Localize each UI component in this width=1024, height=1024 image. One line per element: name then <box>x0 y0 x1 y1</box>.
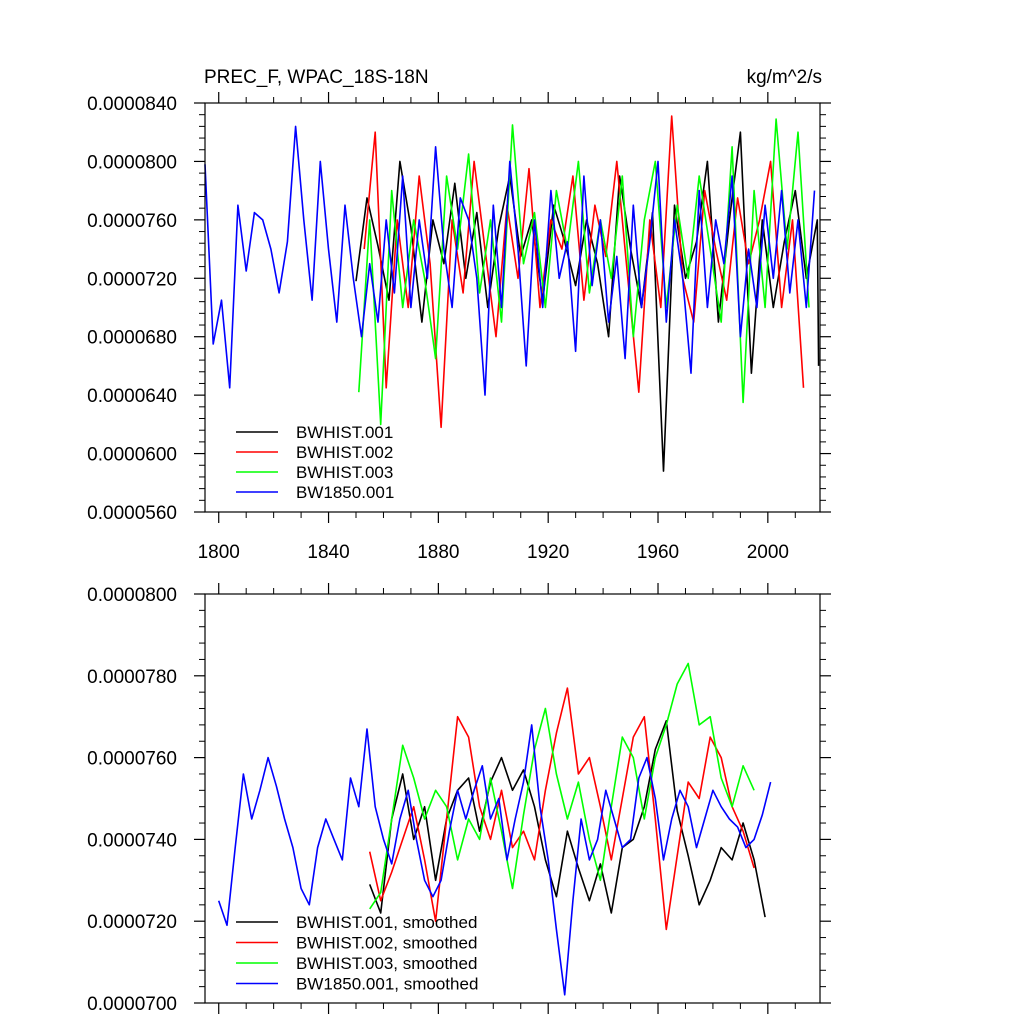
top-series-lines <box>204 115 820 472</box>
top-x-tick-label: 1920 <box>527 542 569 563</box>
top-y-tick-label: 0.0000640 <box>87 386 177 407</box>
top-x-tick-label: 1960 <box>637 542 679 563</box>
legend-label-2: BWHIST.002, smoothed <box>296 934 477 953</box>
top-y-tick-label: 0.0000800 <box>87 152 177 173</box>
series-line-3 <box>358 118 810 426</box>
bottom-y-tick-label: 0.0000760 <box>87 749 177 770</box>
bottom-y-tick-label: 0.0000720 <box>87 912 177 933</box>
bottom-plot-frame <box>204 593 821 1004</box>
legend-label-1: BWHIST.001 <box>296 423 393 442</box>
top-x-tick-label: 1880 <box>417 542 459 563</box>
bottom-axes: 0.0000700 0.0000720 0.0000740 0.0000760 0.00… <box>87 583 831 1015</box>
bottom-y-tick-label: 0.0000780 <box>87 667 177 688</box>
series-line-1 <box>355 131 820 472</box>
legend-label-3: BWHIST.003, smoothed <box>296 954 477 973</box>
chart-title-left: PREC_F, WPAC_18S-18N <box>204 67 429 88</box>
series-line-2 <box>363 115 805 429</box>
top-x-tick-label: 1840 <box>307 542 349 563</box>
bottom-series-lines <box>217 662 772 996</box>
top-y-tick-label: 0.0000720 <box>87 269 177 290</box>
series-line-3 <box>369 662 755 910</box>
top-axes: 0.0000560 0.0000600 0.0000640 0.0000680 0.00… <box>87 92 831 563</box>
bottom-y-tick-label: 0.0000800 <box>87 585 177 606</box>
series-line-4 <box>217 724 772 996</box>
bottom-panel-smoothed-series: 0.0000700 0.0000720 0.0000740 0.0000760 0.00… <box>87 583 831 1015</box>
top-y-tick-label: 0.0000760 <box>87 211 177 232</box>
top-x-tick-label: 2000 <box>747 542 789 563</box>
top-y-tick-label: 0.0000680 <box>87 328 177 349</box>
legend-label-4: BW1850.001 <box>296 483 394 502</box>
top-y-tick-label: 0.0000560 <box>87 503 177 524</box>
series-line-4 <box>204 125 816 396</box>
legend-label-1: BWHIST.001, smoothed <box>296 913 477 932</box>
series-line-1 <box>368 719 766 918</box>
bottom-y-tick-label: 0.0000700 <box>87 994 177 1015</box>
top-panel-raw-series: PREC_F, WPAC_18S-18N kg/m^2/s 0.00005600… <box>87 67 831 563</box>
top-plot-frame <box>204 102 821 513</box>
top-y-tick-label: 0.0000600 <box>87 445 177 466</box>
series-line-2 <box>368 687 755 931</box>
top-y-tick-label: 0.0000840 <box>87 94 177 115</box>
bottom-y-tick-label: 0.0000740 <box>87 830 177 851</box>
top-x-tick-label: 1800 <box>198 542 240 563</box>
bottom-legend: BWHIST.001, smoothed BWHIST.002, smoothed… <box>236 913 478 994</box>
legend-label-3: BWHIST.003 <box>296 463 393 482</box>
legend-label-4: BW1850.001, smoothed <box>296 975 478 994</box>
chart-title-units: kg/m^2/s <box>747 67 822 88</box>
legend-label-2: BWHIST.002 <box>296 443 393 462</box>
